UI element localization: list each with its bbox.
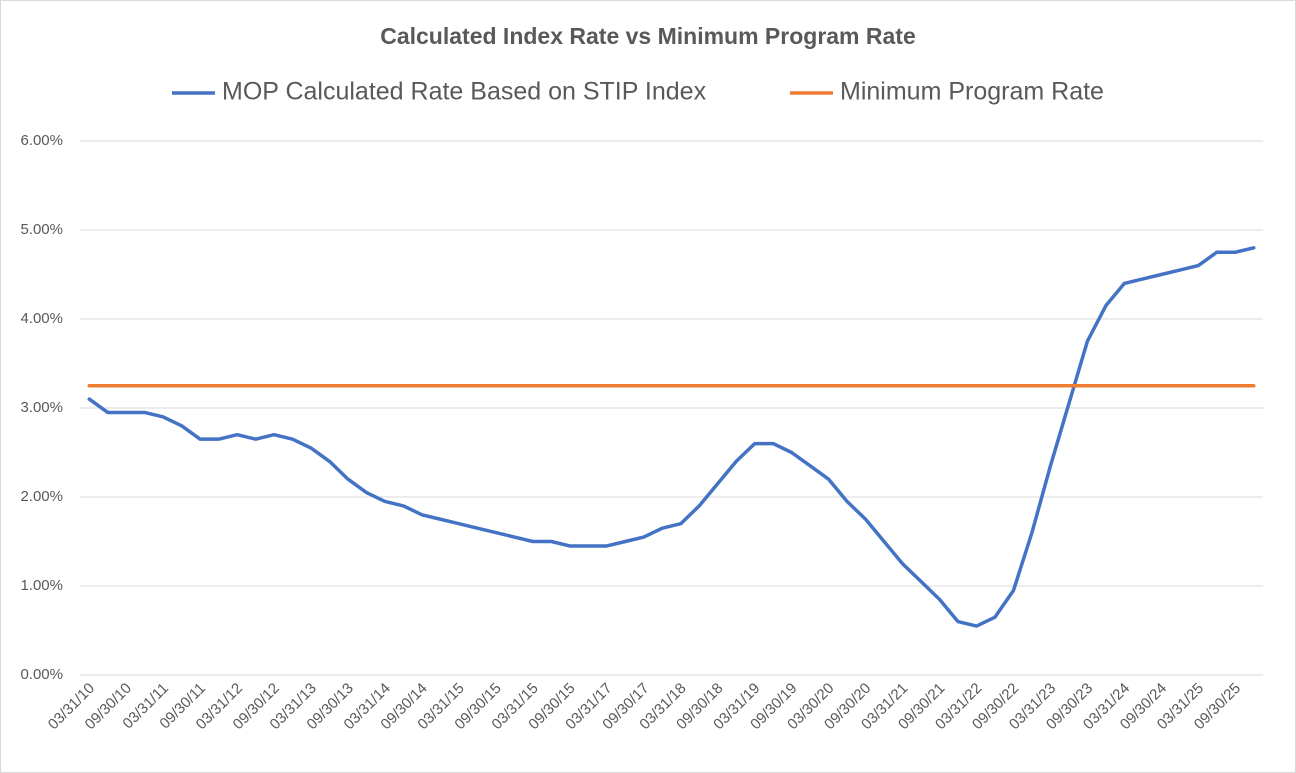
- chart-title: Calculated Index Rate vs Minimum Program…: [380, 23, 916, 49]
- y-tick-label: 3.00%: [20, 399, 63, 416]
- y-tick-label: 6.00%: [20, 132, 63, 149]
- legend-label: Minimum Program Rate: [840, 78, 1104, 106]
- y-tick-label: 4.00%: [20, 310, 63, 327]
- y-tick-label: 2.00%: [20, 488, 63, 505]
- series-line: [87, 246, 1256, 628]
- y-tick-label: 1.00%: [20, 577, 63, 594]
- legend-label: MOP Calculated Rate Based on STIP Index: [222, 78, 707, 106]
- y-tick-label: 0.00%: [20, 666, 63, 683]
- y-tick-label: 5.00%: [20, 221, 63, 238]
